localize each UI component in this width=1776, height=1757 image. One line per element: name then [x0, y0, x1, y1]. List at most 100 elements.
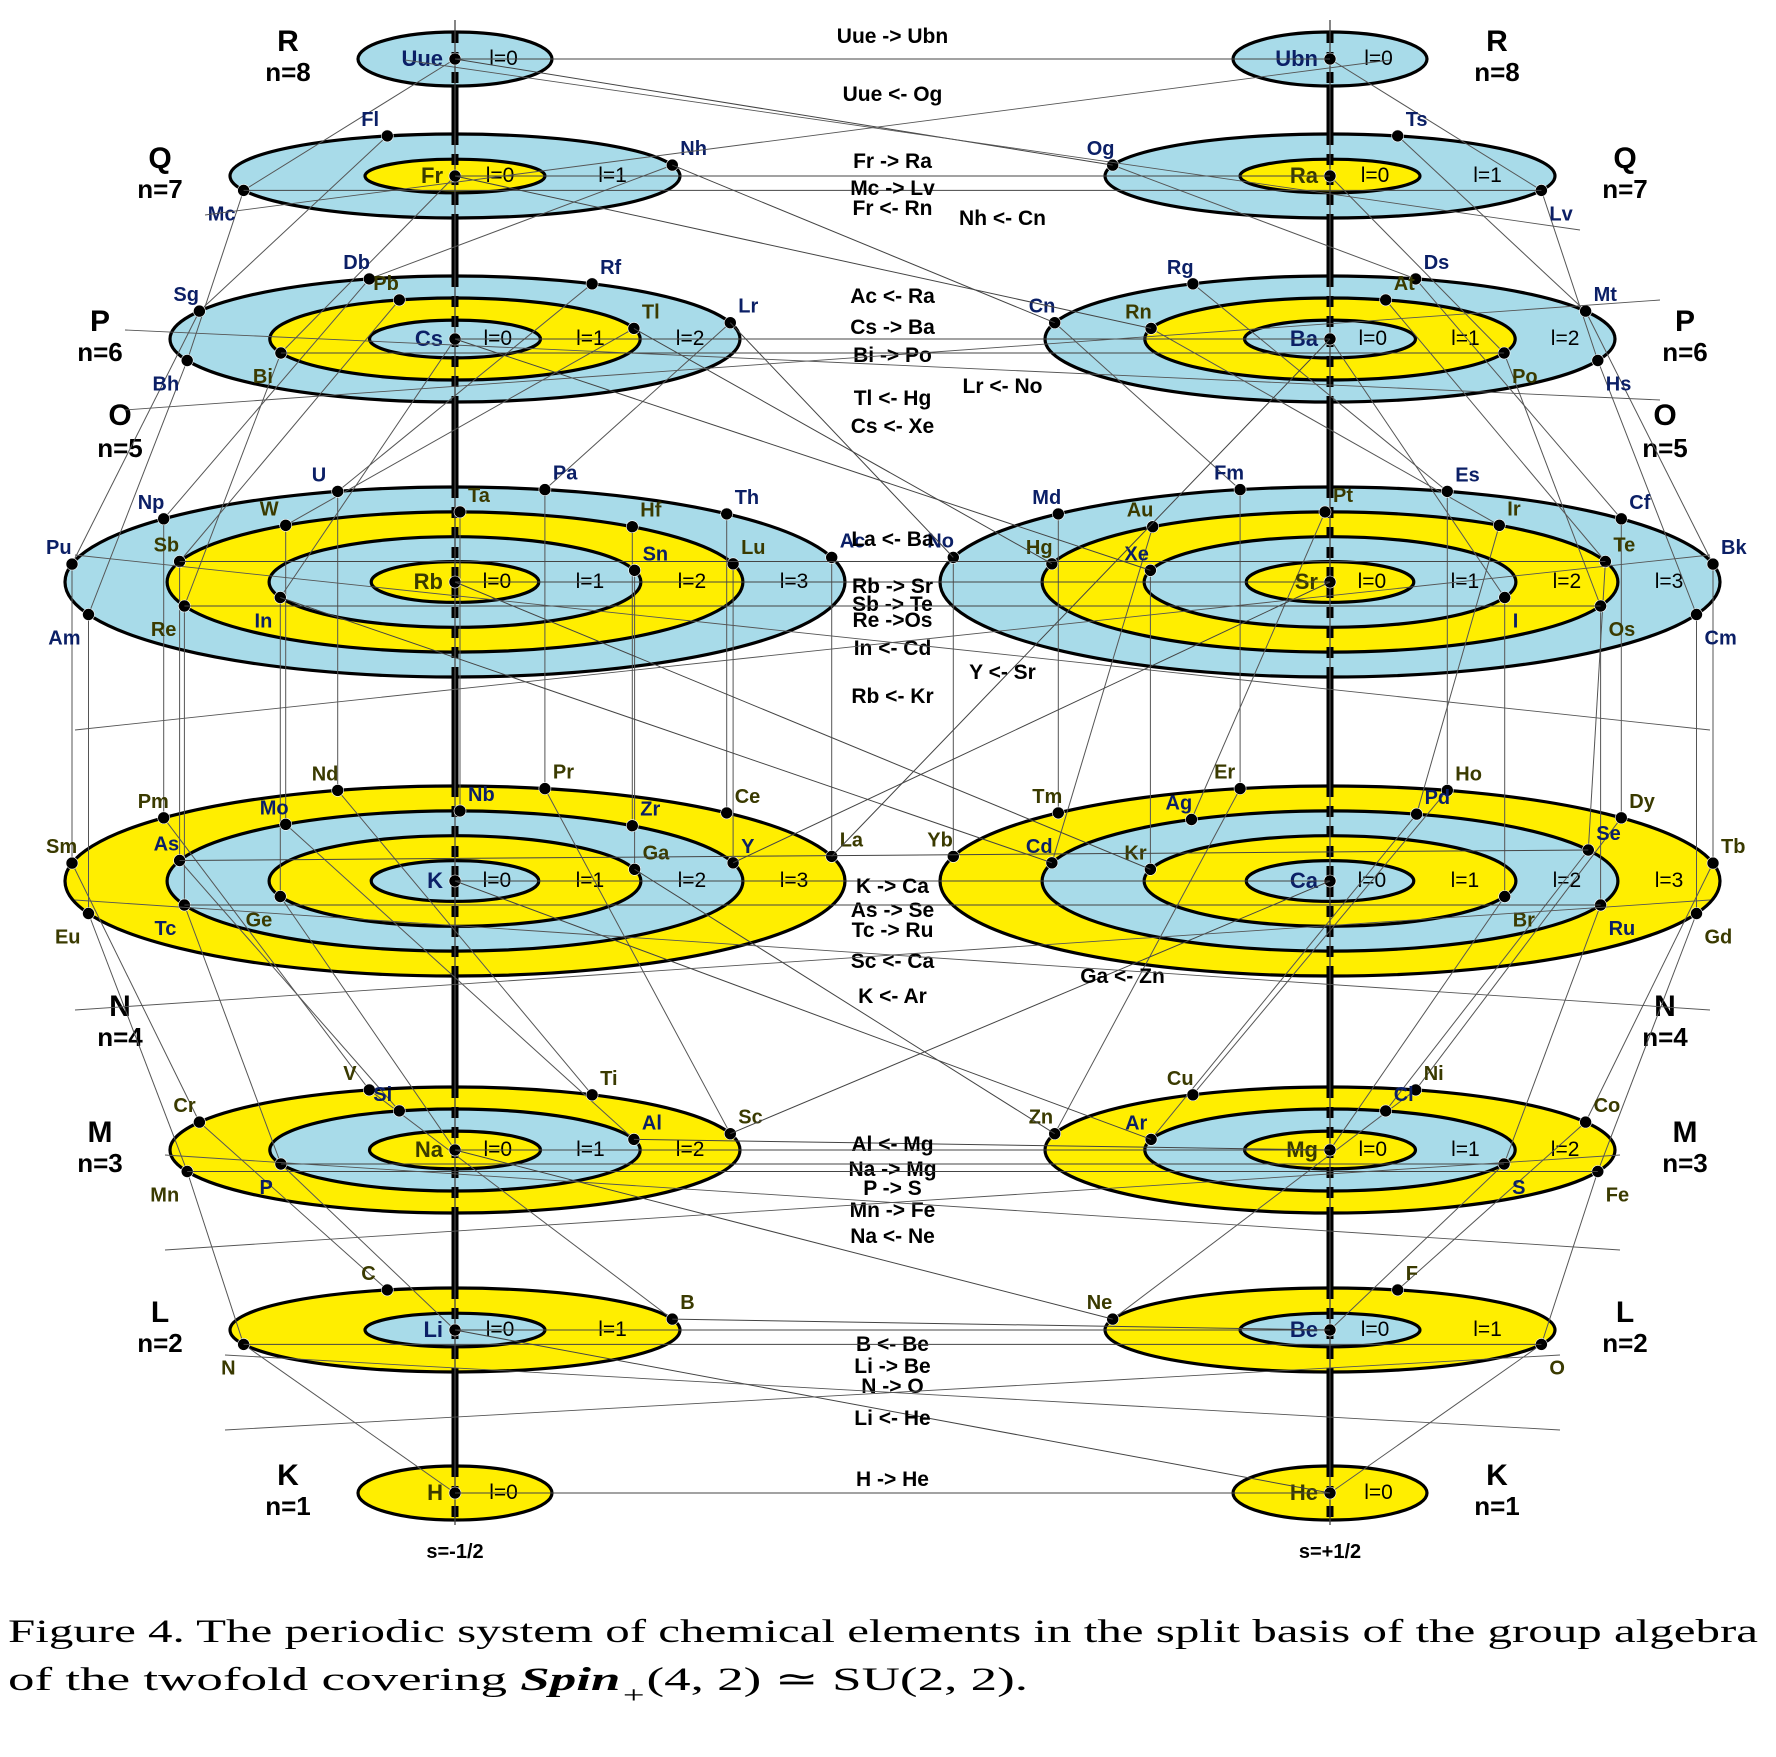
svg-text:s=+1/2: s=+1/2: [1299, 1541, 1361, 1563]
svg-text:In: In: [255, 611, 273, 633]
svg-text:K: K: [1486, 1459, 1508, 1492]
svg-text:Rf: Rf: [600, 257, 621, 279]
svg-text:K: K: [427, 868, 443, 893]
svg-text:Cf: Cf: [1629, 492, 1650, 514]
svg-text:Cr: Cr: [173, 1095, 195, 1117]
svg-text:Es: Es: [1455, 464, 1479, 486]
svg-text:Cs -> Ba: Cs -> Ba: [850, 316, 935, 339]
svg-text:V: V: [343, 1063, 357, 1085]
svg-text:Pb: Pb: [373, 273, 399, 295]
svg-text:Y <- Sr: Y <- Sr: [969, 661, 1036, 684]
svg-text:B: B: [680, 1292, 694, 1314]
svg-text:Fr -> Ra: Fr -> Ra: [853, 150, 932, 173]
svg-text:Mn: Mn: [150, 1185, 179, 1207]
svg-text:Ti: Ti: [600, 1068, 617, 1090]
svg-text:R: R: [277, 25, 299, 58]
svg-text:H: H: [427, 1480, 443, 1505]
svg-text:Og: Og: [1087, 138, 1115, 160]
svg-text:Sm: Sm: [46, 836, 77, 858]
svg-text:Se: Se: [1596, 823, 1620, 845]
svg-text:O: O: [1653, 399, 1676, 432]
svg-text:Rn: Rn: [1125, 301, 1152, 323]
svg-text:Tb: Tb: [1721, 836, 1745, 858]
svg-text:l=1: l=1: [1473, 164, 1502, 187]
svg-text:n=7: n=7: [1602, 174, 1648, 204]
svg-text:n=3: n=3: [1662, 1148, 1708, 1178]
svg-text:Db: Db: [343, 252, 370, 274]
svg-text:l=2: l=2: [1553, 869, 1582, 892]
svg-text:H -> He: H -> He: [856, 1468, 929, 1491]
svg-text:n=8: n=8: [265, 57, 311, 87]
svg-text:Gd: Gd: [1705, 927, 1733, 949]
svg-text:Tl <- Hg: Tl <- Hg: [854, 387, 932, 410]
svg-text:Cm: Cm: [1705, 628, 1737, 650]
svg-text:Lv: Lv: [1549, 203, 1573, 225]
svg-text:Pr: Pr: [553, 762, 574, 784]
svg-text:Au: Au: [1127, 500, 1154, 522]
svg-text:Md: Md: [1032, 487, 1061, 509]
svg-text:S: S: [1512, 1177, 1525, 1199]
svg-text:L: L: [1616, 1296, 1634, 1329]
svg-text:Hf: Hf: [640, 500, 661, 522]
svg-text:L: L: [151, 1296, 169, 1329]
svg-text:Re ->Os: Re ->Os: [853, 609, 933, 632]
svg-text:Fe: Fe: [1606, 1185, 1629, 1207]
svg-text:Ni: Ni: [1424, 1063, 1444, 1085]
svg-text:l=1: l=1: [1451, 869, 1480, 892]
svg-text:Np: Np: [138, 492, 165, 514]
svg-text:Yb: Yb: [927, 829, 953, 851]
svg-text:Li <- He: Li <- He: [854, 1407, 930, 1430]
svg-text:Er: Er: [1214, 762, 1235, 784]
svg-text:Fl: Fl: [361, 109, 379, 131]
svg-text:n=1: n=1: [265, 1491, 311, 1521]
svg-text:l=0: l=0: [1358, 1138, 1387, 1161]
svg-text:Ds: Ds: [1424, 252, 1450, 274]
svg-text:Pt: Pt: [1333, 485, 1353, 507]
svg-text:Nb: Nb: [468, 784, 495, 806]
svg-text:Lu: Lu: [741, 537, 765, 559]
svg-text:La <- Ba: La <- Ba: [851, 528, 934, 551]
svg-text:l=0: l=0: [1358, 570, 1387, 593]
svg-text:Ac <- Ra: Ac <- Ra: [850, 285, 935, 308]
svg-text:K <- Ar: K <- Ar: [858, 985, 927, 1008]
svg-text:O: O: [108, 399, 131, 432]
svg-text:Nh <- Cn: Nh <- Cn: [959, 207, 1046, 230]
svg-text:Ts: Ts: [1406, 109, 1428, 131]
svg-text:n=6: n=6: [1662, 337, 1708, 367]
svg-text:Fm: Fm: [1214, 463, 1244, 485]
svg-text:Eu: Eu: [55, 927, 81, 949]
svg-text:Fr <- Rn: Fr <- Rn: [853, 197, 933, 220]
svg-text:Pa: Pa: [553, 463, 578, 485]
svg-text:Al <- Mg: Al <- Mg: [851, 1133, 933, 1156]
svg-text:At: At: [1394, 273, 1415, 295]
svg-text:Tc -> Ru: Tc -> Ru: [852, 919, 934, 942]
svg-text:C: C: [361, 1263, 375, 1285]
svg-text:Pd: Pd: [1425, 787, 1451, 809]
svg-text:F: F: [1406, 1263, 1418, 1285]
svg-text:l=2: l=2: [1551, 327, 1580, 350]
svg-text:Figure 4. The periodic system: Figure 4. The periodic system of chemica…: [8, 1614, 1759, 1650]
svg-text:Q: Q: [148, 142, 171, 175]
svg-text:l=0: l=0: [1364, 1481, 1393, 1504]
svg-text:Ir: Ir: [1507, 498, 1521, 520]
svg-text:Cs: Cs: [415, 326, 443, 351]
svg-text:l=1: l=1: [1451, 1138, 1480, 1161]
svg-text:Bk: Bk: [1721, 537, 1747, 559]
svg-text:Na: Na: [415, 1137, 444, 1162]
svg-text:Al: Al: [642, 1112, 662, 1134]
svg-text:n=8: n=8: [1474, 57, 1520, 87]
svg-text:n=3: n=3: [77, 1148, 123, 1178]
svg-text:l=1: l=1: [1451, 327, 1480, 350]
svg-text:Rb <- Kr: Rb <- Kr: [851, 685, 933, 708]
svg-text:Am: Am: [48, 628, 80, 650]
svg-text:K: K: [277, 1459, 299, 1492]
svg-text:Ag: Ag: [1166, 793, 1193, 815]
svg-text:Dy: Dy: [1629, 791, 1655, 813]
svg-text:Co: Co: [1594, 1095, 1621, 1117]
svg-text:Cs <- Xe: Cs <- Xe: [851, 415, 934, 438]
svg-text:Mt: Mt: [1594, 284, 1618, 306]
svg-text:Os: Os: [1609, 619, 1636, 641]
svg-text:Zr: Zr: [640, 799, 660, 821]
svg-text:Na <- Ne: Na <- Ne: [850, 1225, 935, 1248]
svg-text:Ho: Ho: [1455, 763, 1482, 785]
